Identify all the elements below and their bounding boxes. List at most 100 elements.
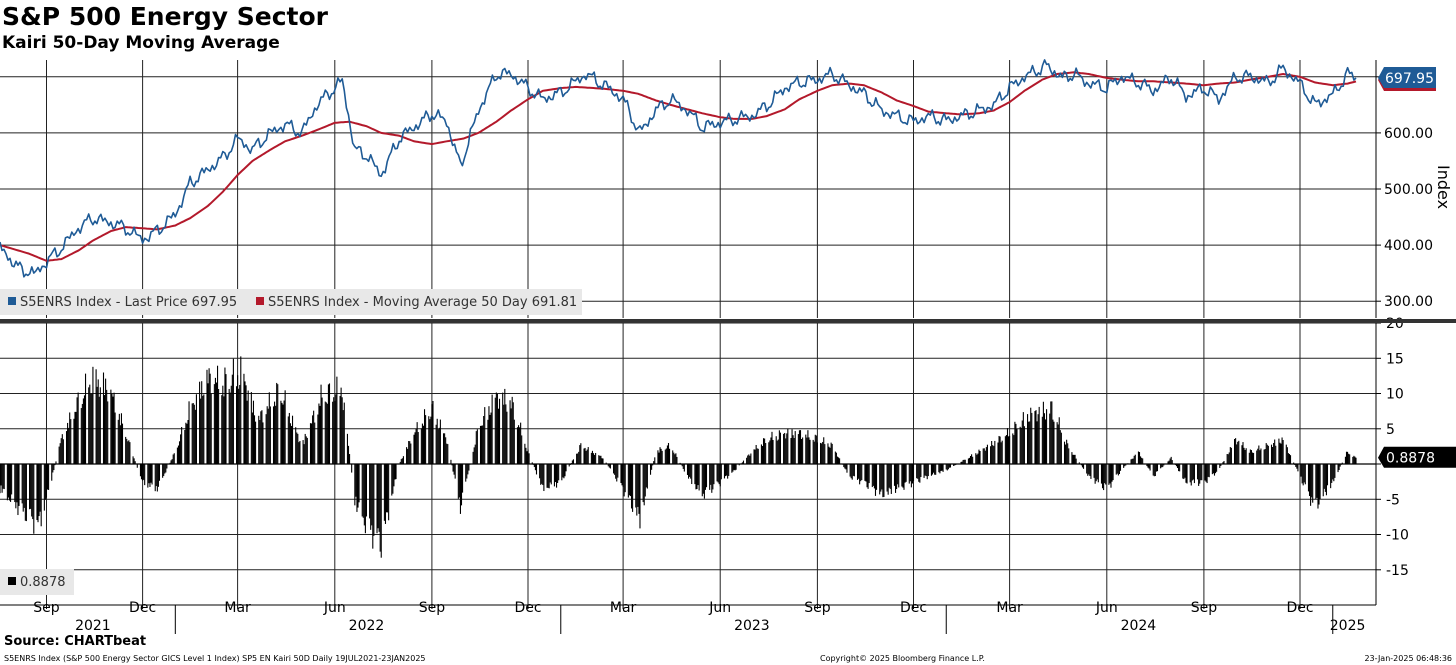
kairi-bar (675, 453, 677, 464)
kairi-bar (0, 464, 2, 486)
kairi-bar (1330, 464, 1332, 489)
kairi-bar (887, 464, 889, 495)
kairi-bar (682, 464, 684, 469)
kairi-bar (1267, 445, 1269, 464)
kairi-bar (561, 464, 563, 481)
kairi-bar (697, 464, 699, 486)
x-month-label: Jun (708, 600, 731, 616)
kairi-bar (429, 419, 431, 464)
kairi-bar (362, 464, 364, 518)
kairi-bar (218, 388, 220, 464)
kairi-bar (1013, 435, 1015, 464)
kairi-bar (1067, 443, 1069, 464)
kairi-bar (674, 454, 676, 464)
kairi-bar (388, 464, 390, 521)
kairi-bar (580, 443, 582, 464)
kairi-bar (583, 448, 585, 464)
kairi-bar (113, 392, 115, 464)
kairi-bar (531, 462, 533, 464)
kairi-bar (1160, 464, 1162, 469)
kairi-bar (269, 406, 271, 464)
kairi-bar (320, 384, 322, 464)
kairi-bar (1163, 464, 1165, 466)
kairi-bar (489, 414, 491, 464)
kairi-bar (1029, 421, 1031, 464)
kairi-bar (1043, 413, 1046, 464)
kairi-bar (372, 464, 374, 549)
kairi-bar (1117, 464, 1119, 476)
kairi-bar (48, 464, 50, 490)
kairi-bar (387, 464, 389, 513)
kairi-bar (946, 464, 948, 471)
kairi-bar (571, 460, 573, 464)
kairi-bar (860, 464, 862, 482)
kairi-bar (1303, 464, 1305, 483)
kairi-bar (357, 464, 359, 508)
kairi-bar (630, 464, 633, 509)
kairi-bar (828, 446, 830, 464)
kairi-bar (733, 464, 735, 470)
kairi-bar (635, 464, 637, 508)
kairi-bar (1226, 454, 1228, 464)
kairi-bar (1111, 464, 1113, 482)
kairi-bar (590, 452, 592, 464)
kairi-bar (954, 464, 956, 466)
kairi-bar (1138, 452, 1141, 464)
kairi-bar (1101, 464, 1104, 489)
kairi-bar (409, 441, 411, 464)
kairi-bar (701, 464, 703, 497)
kairi-bar (556, 464, 558, 488)
kairi-bar (96, 386, 98, 464)
kairi-bar (188, 401, 190, 464)
kairi-bar (585, 450, 587, 464)
kairi-bar (1265, 443, 1267, 464)
kairi-bar (665, 448, 667, 464)
kairi-bar (472, 451, 474, 464)
series-description: S5ENRS Index (S&P 500 Energy Sector GICS… (4, 654, 426, 663)
kairi-bar (815, 435, 817, 464)
kairi-bar (1147, 464, 1149, 468)
kairi-bar (142, 464, 144, 481)
kairi-bar (305, 436, 307, 464)
kairi-bar (1223, 460, 1225, 464)
kairi-bar (340, 387, 342, 464)
kairi-bar (642, 464, 644, 503)
kairi-bar (1028, 421, 1030, 464)
kairi-bar (422, 425, 425, 464)
chart-title: S&P 500 Energy Sector (2, 2, 329, 31)
kairi-bar (874, 464, 877, 496)
kairi-bar (527, 449, 529, 464)
kairi-bar (924, 464, 926, 476)
kairi-bar (370, 464, 372, 530)
kairi-bar (11, 464, 13, 495)
kairi-bar (676, 456, 678, 464)
kairi-bar (691, 464, 693, 485)
kairi-bar (1211, 464, 1213, 475)
kairi-bar (1279, 442, 1281, 464)
kairi-bar (1206, 464, 1208, 484)
kairi-bar (1260, 448, 1262, 464)
kairi-bar (503, 404, 505, 464)
kairi-bar (217, 365, 219, 464)
legend-label: S5ENRS Index - Last Price 697.95 (20, 295, 237, 310)
kairi-bar (506, 411, 508, 464)
kairi-bar (904, 464, 906, 483)
kairi-bar (328, 383, 331, 464)
kairi-bar (439, 419, 441, 464)
kairi-bar (807, 430, 809, 464)
kairi-bar (1056, 422, 1058, 464)
kairi-bar (605, 462, 607, 464)
kairi-bar (447, 444, 449, 464)
kairi-bar (283, 400, 285, 464)
kairi-bar (1078, 462, 1080, 464)
y-tick-label-lower: 20 (1386, 316, 1404, 332)
kairi-bar (1058, 417, 1060, 464)
kairi-bar (945, 464, 947, 470)
kairi-bar (1325, 464, 1327, 496)
kairi-bar (1108, 464, 1110, 485)
kairi-bar (43, 464, 45, 511)
kairi-bar (821, 443, 823, 464)
kairi-bar (933, 464, 935, 473)
kairi-bar (1242, 442, 1244, 464)
kairi-bar (193, 404, 195, 464)
